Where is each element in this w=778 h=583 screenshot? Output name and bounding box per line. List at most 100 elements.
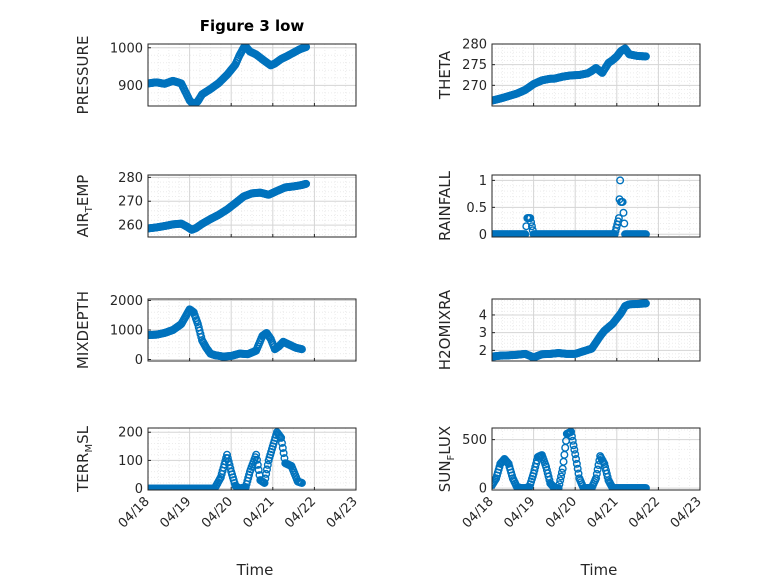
y-tick-label: 200 <box>118 426 143 441</box>
data-point <box>557 468 566 477</box>
data-point <box>569 441 578 450</box>
subplot-h2omixra: 2 3 4 H2OMIXRA <box>436 289 701 370</box>
axes-box <box>147 427 357 491</box>
y-axis-label: TERRMSL <box>74 425 95 493</box>
data-point <box>572 455 581 464</box>
y-axis-label: PRESSURE <box>74 36 92 115</box>
subplot-theta: 270 275 280 THETA <box>436 38 701 107</box>
data-point <box>302 179 311 188</box>
y-axis-label: H2OMIXRA <box>436 289 454 370</box>
y-tick-label: 2 <box>479 344 487 359</box>
y-tick-label: 275 <box>462 58 487 73</box>
x-tick-label: 04/22 <box>626 494 663 531</box>
axes-box <box>491 298 701 362</box>
data-point <box>277 433 286 442</box>
y-tick-label: 900 <box>118 79 143 94</box>
x-tick-label: 04/23 <box>668 494 705 531</box>
data-point <box>572 459 581 468</box>
data-point <box>277 438 286 447</box>
y-tick-label: 0 <box>135 482 143 497</box>
axes-box <box>147 174 357 238</box>
data-point <box>620 219 629 228</box>
data-series <box>492 428 650 490</box>
data-series <box>492 299 650 361</box>
x-tick-label: 04/18 <box>116 494 153 531</box>
data-point <box>503 458 512 467</box>
data-point <box>619 208 628 217</box>
data-point <box>556 476 565 485</box>
data-point <box>555 480 564 489</box>
data-point <box>616 176 625 185</box>
data-point <box>254 465 263 474</box>
data-point <box>527 218 536 227</box>
data-point <box>302 44 311 52</box>
chart-title: Figure 3 low <box>200 17 305 35</box>
y-tick-label: 1000 <box>110 324 143 339</box>
y-tick-label: 1 <box>479 174 487 189</box>
data-point <box>261 474 270 483</box>
data-point <box>262 469 271 478</box>
data-point <box>252 450 261 459</box>
data-point <box>641 299 650 308</box>
x-axis-label: Time <box>236 561 274 579</box>
data-point <box>263 460 272 469</box>
subplot-air-temp: 260 270 280 AIRTEMP <box>74 171 357 238</box>
data-series <box>492 176 650 237</box>
data-point <box>557 472 566 481</box>
data-point <box>567 432 576 441</box>
data-point <box>253 460 262 469</box>
y-tick-label: 100 <box>118 454 143 469</box>
data-series <box>148 44 311 106</box>
data-point <box>252 455 261 464</box>
data-point <box>522 222 531 231</box>
y-tick-label: 270 <box>462 79 487 94</box>
x-tick-label: 04/19 <box>501 494 538 531</box>
axes-box <box>491 427 701 491</box>
x-tick-label: 04/18 <box>460 494 497 531</box>
y-tick-label: 270 <box>118 195 143 210</box>
y-tick-label: 500 <box>462 433 487 448</box>
data-point <box>297 345 306 354</box>
x-tick-label: 04/23 <box>324 494 361 531</box>
data-point <box>570 445 579 454</box>
data-point <box>527 222 536 231</box>
data-point <box>278 444 287 453</box>
y-tick-label: 4 <box>479 308 487 323</box>
x-tick-label: 04/22 <box>282 494 319 531</box>
y-tick-label: 0 <box>135 353 143 368</box>
data-point <box>641 484 650 490</box>
data-point <box>593 465 602 474</box>
y-axis-label: AIRTEMP <box>74 175 95 238</box>
y-tick-label: 280 <box>118 171 143 186</box>
y-tick-label: 0 <box>479 482 487 497</box>
subplot-rainfall: 0 0.5 1 RAINFALL <box>436 170 701 243</box>
data-point <box>592 469 601 478</box>
data-point <box>279 449 288 458</box>
x-axis-label: Time <box>580 561 618 579</box>
data-point <box>571 450 580 459</box>
x-tick-label: 04/21 <box>585 494 622 531</box>
data-point <box>567 428 576 436</box>
data-point <box>641 230 650 237</box>
y-tick-label: 2000 <box>110 294 143 309</box>
y-axis-label: THETA <box>436 50 454 100</box>
data-point <box>554 484 563 490</box>
y-tick-label: 0 <box>479 228 487 243</box>
data-series <box>148 428 306 490</box>
subplot-mixdepth: 0 1000 2000 MIXDEPTH <box>74 291 357 369</box>
axes-box <box>491 43 701 107</box>
x-tick-label: 04/20 <box>543 494 580 531</box>
data-point <box>573 464 582 473</box>
y-tick-label: 3 <box>479 326 487 341</box>
y-axis-label: MIXDEPTH <box>74 291 92 369</box>
y-tick-label: 260 <box>118 219 143 234</box>
subplot-terr-msl: 0 100 200 TERRMSL 04/18 04/19 04/20 04/21 04/22 0… <box>74 425 361 579</box>
y-tick-label: 280 <box>462 38 487 53</box>
y-tick-label: 0.5 <box>466 201 487 216</box>
y-tick-label: 1000 <box>110 41 143 56</box>
data-series <box>148 179 311 234</box>
y-axis-label: RAINFALL <box>436 170 454 241</box>
data-point <box>641 52 650 61</box>
